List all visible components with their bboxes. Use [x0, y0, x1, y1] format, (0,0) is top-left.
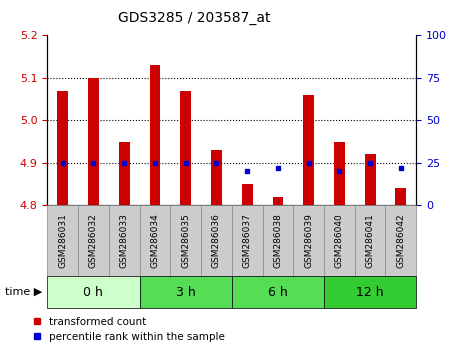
Bar [109, 205, 140, 276]
Text: 0 h: 0 h [83, 286, 104, 298]
Bar [47, 205, 78, 276]
Bar [293, 205, 324, 276]
Bar [78, 205, 109, 276]
Text: GSM286032: GSM286032 [89, 213, 98, 268]
Bar [232, 276, 324, 308]
Legend: transformed count, percentile rank within the sample: transformed count, percentile rank withi… [29, 313, 228, 346]
Bar [355, 205, 385, 276]
Bar [324, 276, 416, 308]
Text: GSM286034: GSM286034 [150, 213, 159, 268]
Text: GSM286036: GSM286036 [212, 213, 221, 268]
Text: 3 h: 3 h [176, 286, 195, 298]
Text: GSM286038: GSM286038 [273, 213, 282, 268]
Bar [303, 95, 314, 205]
Text: 12 h: 12 h [356, 286, 384, 298]
Text: GSM286042: GSM286042 [396, 213, 405, 268]
Bar [365, 154, 376, 205]
Bar [170, 205, 201, 276]
Bar [324, 205, 355, 276]
Text: GSM286037: GSM286037 [243, 213, 252, 268]
Text: GDS3285 / 203587_at: GDS3285 / 203587_at [118, 11, 271, 25]
Text: GSM286039: GSM286039 [304, 213, 313, 268]
Bar [211, 150, 222, 205]
Bar [201, 205, 232, 276]
Bar [119, 142, 130, 205]
Bar [385, 205, 416, 276]
Text: GSM286041: GSM286041 [366, 213, 375, 268]
Bar [272, 197, 283, 205]
Text: GSM286033: GSM286033 [120, 213, 129, 268]
Bar [232, 205, 263, 276]
Bar [334, 142, 345, 205]
Bar [180, 91, 191, 205]
Bar [47, 276, 140, 308]
Bar [57, 91, 68, 205]
Text: GSM286031: GSM286031 [58, 213, 67, 268]
Bar [149, 65, 160, 205]
Text: time ▶: time ▶ [5, 287, 43, 297]
Bar [263, 205, 293, 276]
Text: GSM286035: GSM286035 [181, 213, 190, 268]
Text: GSM286040: GSM286040 [335, 213, 344, 268]
Bar [140, 205, 170, 276]
Bar [140, 276, 232, 308]
Bar [242, 184, 253, 205]
Bar [395, 188, 406, 205]
Bar [88, 78, 99, 205]
Text: 6 h: 6 h [268, 286, 288, 298]
